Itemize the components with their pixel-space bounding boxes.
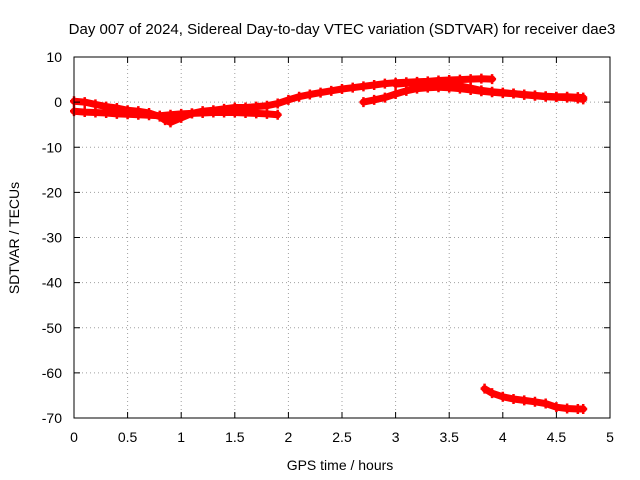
data-point [380, 78, 389, 89]
data-point [423, 77, 432, 88]
data-point [552, 402, 561, 413]
data-point [241, 107, 250, 118]
data-point [102, 107, 111, 118]
data-point [488, 388, 497, 399]
data-series [70, 73, 588, 414]
data-point [166, 109, 175, 120]
data-point [498, 391, 507, 402]
data-series-3 [391, 77, 588, 103]
data-point [391, 89, 400, 100]
data-point [541, 398, 550, 409]
data-point [220, 107, 229, 118]
y-tick-label: -20 [42, 184, 62, 200]
y-tick-label: -70 [42, 410, 62, 426]
data-point [91, 107, 100, 118]
data-point [552, 91, 561, 102]
data-point [80, 97, 89, 108]
data-point [520, 89, 529, 100]
x-tick-label: 4.5 [547, 429, 567, 445]
data-point [434, 78, 443, 89]
data-point [380, 92, 389, 103]
data-point [579, 92, 588, 103]
y-tick-label: -40 [42, 275, 62, 291]
data-series-4 [480, 383, 588, 414]
x-axis-label: GPS time / hours [287, 457, 394, 473]
x-tick-label: 2.5 [332, 429, 352, 445]
data-point [466, 83, 475, 94]
x-tick-label: 4 [499, 429, 507, 445]
data-point [230, 107, 239, 118]
data-point [391, 79, 400, 90]
data-point [316, 87, 325, 98]
data-point [370, 94, 379, 105]
data-point [477, 73, 486, 84]
y-tick-label: 0 [54, 94, 62, 110]
data-point [530, 396, 539, 407]
data-point [209, 107, 218, 118]
data-point [295, 91, 304, 102]
data-point [80, 107, 89, 118]
chart-title: Day 007 of 2024, Sidereal Day-to-day VTE… [69, 21, 616, 38]
data-point [134, 109, 143, 120]
data-point [284, 94, 293, 105]
x-tick-label: 1 [177, 429, 185, 445]
data-point [477, 85, 486, 96]
data-series-1 [70, 106, 282, 121]
y-tick-label: -50 [42, 320, 62, 336]
data-point [563, 91, 572, 102]
data-point [520, 395, 529, 406]
data-point [530, 90, 539, 101]
data-point [509, 394, 518, 405]
data-point [187, 108, 196, 119]
y-tick-label: -60 [42, 365, 62, 381]
y-tick-label: 10 [46, 49, 62, 65]
data-point [338, 84, 346, 95]
data-point [145, 110, 154, 121]
y-axis-label: SDTVAR / TECUs [6, 182, 22, 294]
y-tick-label: -10 [42, 139, 62, 155]
data-point [480, 383, 489, 394]
data-point [252, 108, 261, 119]
data-point [488, 86, 497, 97]
data-point [262, 108, 271, 119]
data-point [498, 87, 507, 98]
x-tick-label: 1.5 [225, 429, 245, 445]
data-point [466, 74, 475, 85]
x-tick-label: 5 [606, 429, 614, 445]
x-tick-label: 0 [70, 429, 78, 445]
data-point [273, 109, 282, 120]
x-tick-label: 3.5 [439, 429, 459, 445]
data-point [177, 108, 186, 119]
data-point [359, 81, 368, 92]
data-point [541, 91, 550, 102]
data-point [155, 110, 164, 121]
x-tick-label: 0.5 [118, 429, 138, 445]
data-point [198, 107, 207, 118]
data-point [123, 109, 132, 120]
data-point [413, 77, 422, 88]
data-point [445, 79, 454, 90]
data-point [509, 88, 518, 99]
data-point [305, 89, 314, 100]
y-tick-label: -30 [42, 230, 62, 246]
data-point [402, 78, 411, 89]
data-point [112, 108, 121, 119]
data-point [327, 85, 336, 96]
data-point [359, 97, 368, 108]
x-tick-label: 3 [392, 429, 400, 445]
data-point [370, 79, 379, 90]
data-point [579, 403, 588, 414]
x-tick-label: 2 [285, 429, 293, 445]
axis-ticks: 0 0.5 1 1.5 2 2.5 3 3.5 4 4.5 5 -70 -60 -50 -40 -30 -20 -… [42, 49, 614, 445]
data-point [348, 82, 357, 93]
data-point [455, 80, 464, 91]
data-point [563, 403, 572, 414]
data-point [273, 98, 282, 109]
data-point [488, 74, 497, 85]
